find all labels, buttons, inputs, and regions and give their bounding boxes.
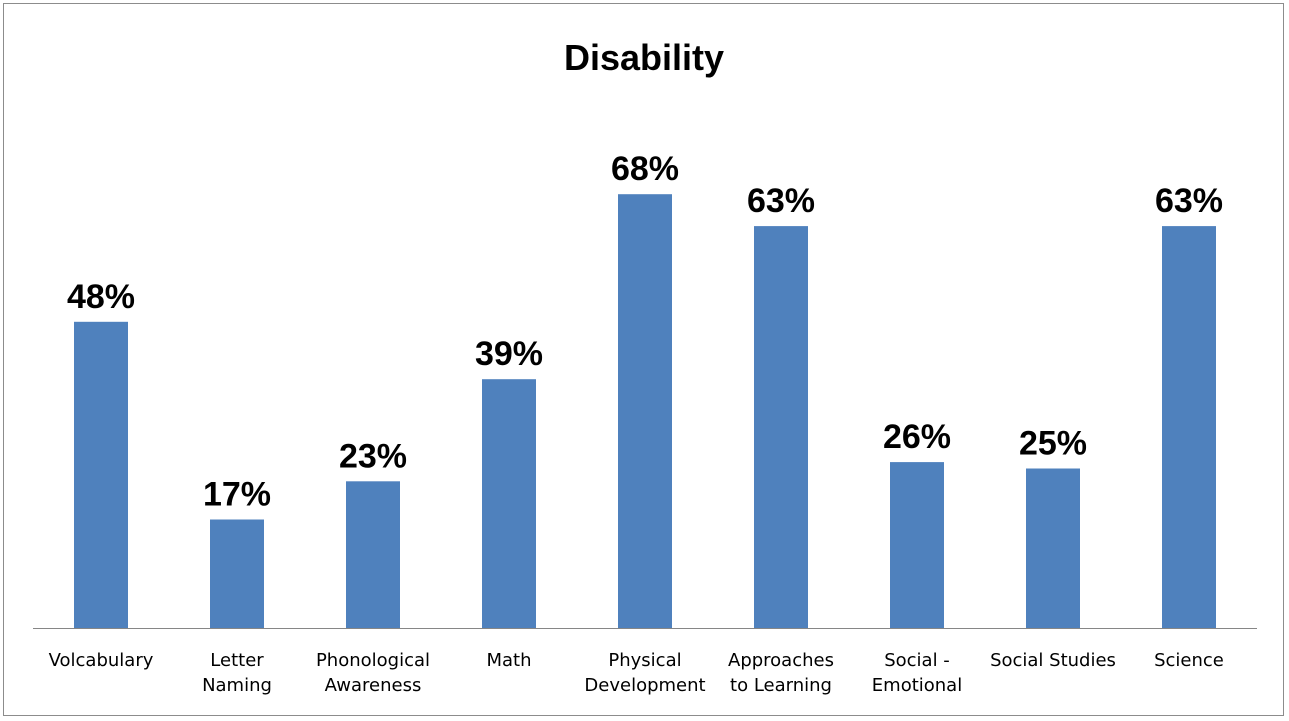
bars-layer bbox=[74, 194, 1216, 628]
bar-3 bbox=[346, 481, 400, 628]
bar-1 bbox=[74, 321, 128, 628]
bar-5 bbox=[618, 194, 672, 628]
bar-7 bbox=[890, 462, 944, 628]
data-label-5: 68% bbox=[611, 150, 679, 188]
data-label-9: 63% bbox=[1155, 182, 1223, 220]
category-labels-layer: Volcabulary Letter Naming Phonological Aware… bbox=[49, 650, 1224, 696]
bar-8 bbox=[1026, 468, 1080, 628]
data-label-3: 23% bbox=[339, 437, 407, 475]
data-label-7: 26% bbox=[883, 418, 951, 456]
chart-title: Disability bbox=[564, 37, 724, 78]
bar-4 bbox=[482, 379, 536, 628]
bar-6 bbox=[754, 226, 808, 628]
category-label-7: Social -Emotional bbox=[872, 650, 962, 696]
data-label-6: 63% bbox=[747, 182, 815, 220]
data-label-1: 48% bbox=[67, 278, 135, 316]
category-label-5: Physical Development bbox=[584, 650, 705, 696]
category-label-4: Math bbox=[486, 650, 531, 671]
data-label-4: 39% bbox=[475, 335, 543, 373]
bar-9 bbox=[1162, 226, 1216, 628]
category-label-3: Phonological Awareness bbox=[316, 650, 430, 696]
category-label-2: Letter Naming bbox=[202, 650, 272, 696]
bar-2 bbox=[210, 519, 264, 628]
data-label-8: 25% bbox=[1019, 425, 1087, 463]
data-labels-layer: 48% 17% 23% 39% 68% 63% 26% 25% 63% bbox=[67, 150, 1223, 513]
category-label-6: Approaches to Learning bbox=[728, 650, 834, 696]
category-label-9: Science bbox=[1154, 650, 1224, 671]
category-label-8: Social Studies bbox=[990, 650, 1116, 671]
data-label-2: 17% bbox=[203, 476, 271, 514]
category-label-1: Volcabulary bbox=[49, 650, 154, 671]
